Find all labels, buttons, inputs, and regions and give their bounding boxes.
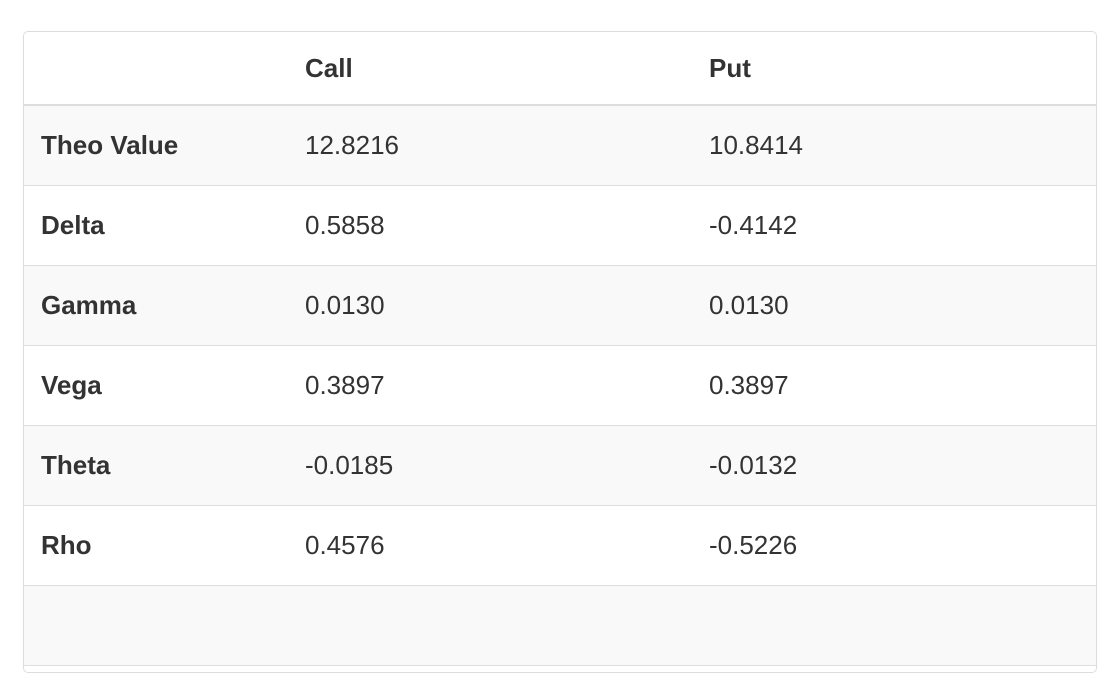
cell-value: -0.0132 — [709, 450, 798, 480]
table-row: Vega 0.3897 0.3897 — [24, 346, 1096, 426]
cell-value: -0.4142 — [709, 210, 798, 240]
row-label: Gamma — [41, 290, 137, 320]
row-label: Delta — [41, 210, 105, 240]
cell-value: 0.3897 — [305, 370, 385, 400]
column-header: Put — [709, 52, 751, 83]
table-row: Theta -0.0185 -0.0132 — [24, 426, 1096, 506]
row-label: Vega — [41, 370, 102, 400]
table-row: Gamma 0.0130 0.0130 — [24, 266, 1096, 346]
table-row — [24, 586, 1096, 666]
cell-value: 12.8216 — [305, 130, 399, 160]
column-header: Call — [305, 52, 353, 83]
header-row: Call Put — [24, 32, 1096, 106]
cell-value: 0.0130 — [305, 290, 385, 320]
page: {"table": {"columns": ["Call", "Put"], "… — [23, 31, 1097, 673]
cell-value: -0.5226 — [709, 530, 798, 560]
table-row: Rho 0.4576 -0.5226 — [24, 506, 1096, 586]
cell-value: -0.0185 — [305, 450, 394, 480]
greeks-table: Call Put Theo Value 12.8216 10.8414 Delta 0.… — [23, 31, 1097, 673]
cell-value: 0.4576 — [305, 530, 385, 560]
cell-value: 0.0130 — [709, 290, 789, 320]
cell-value: 0.3897 — [709, 370, 789, 400]
cell-value: 10.8414 — [709, 130, 803, 160]
row-label: Rho — [41, 530, 92, 560]
cell-value: 0.5858 — [305, 210, 385, 240]
row-label: Theta — [41, 450, 111, 480]
table-row: Delta 0.5858 -0.4142 — [24, 186, 1096, 266]
row-label: Theo Value — [41, 130, 179, 160]
table-row: Theo Value 12.8216 10.8414 — [24, 106, 1096, 186]
